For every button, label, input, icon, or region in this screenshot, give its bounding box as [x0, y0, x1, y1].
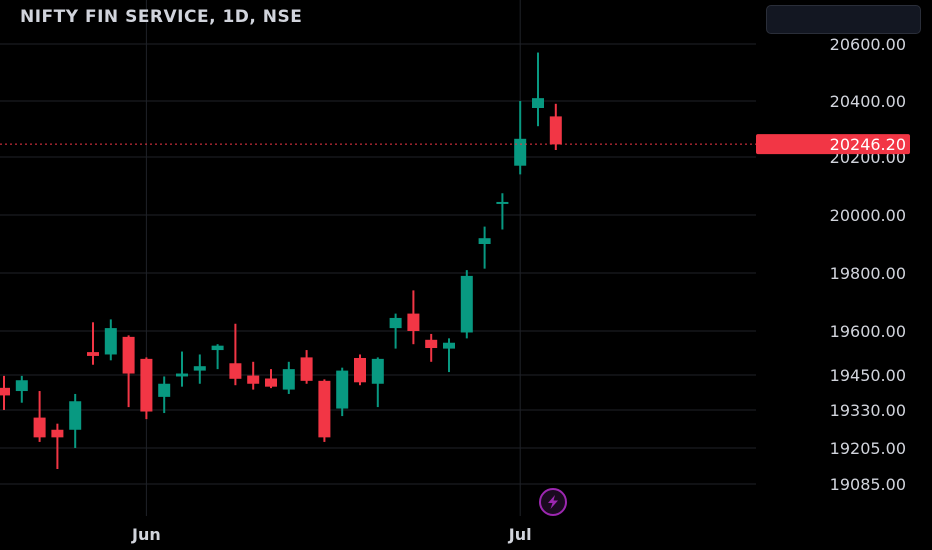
candle-down [354, 354, 366, 386]
candle-up [443, 338, 455, 373]
y-tick-label: 19085.00 [830, 475, 906, 494]
candle-up [371, 357, 384, 408]
candle-body [300, 357, 313, 381]
candle-up [104, 319, 117, 361]
candle-up [158, 376, 171, 414]
candle-body [229, 363, 242, 379]
candle-down [51, 423, 64, 469]
candle-body [336, 370, 349, 409]
y-tick-label: 19330.00 [830, 401, 906, 420]
candle-up [211, 344, 224, 370]
candle-up [15, 375, 28, 403]
candle-body [514, 138, 527, 166]
candle-up [496, 193, 509, 230]
candle-down [265, 369, 277, 389]
y-tick-label: 19450.00 [830, 366, 906, 385]
candle-down [318, 379, 331, 442]
candle-body [549, 116, 562, 145]
candle-body [0, 387, 10, 396]
candle-up [336, 367, 349, 417]
candle-body [15, 380, 28, 392]
candle-down [0, 375, 10, 410]
candle-down [425, 333, 438, 362]
candle-body [354, 357, 366, 383]
candle-down [247, 361, 260, 390]
candle-body [532, 98, 544, 108]
candle-down [140, 357, 153, 420]
candle-body [282, 369, 295, 390]
candle-body [460, 275, 473, 333]
y-tick-label: 20600.00 [830, 35, 906, 54]
candle-up [69, 393, 82, 448]
candle-body [496, 201, 509, 204]
y-tick-label: 19800.00 [830, 264, 906, 283]
y-tick-label: 19205.00 [830, 439, 906, 458]
candle-down [300, 350, 313, 384]
candle-body [371, 358, 384, 384]
candle-body [193, 366, 206, 371]
candle-body [211, 345, 224, 351]
candle-up [478, 226, 491, 269]
candle-body [443, 342, 455, 349]
candle-up [460, 270, 473, 339]
candles [0, 52, 562, 469]
candle-body [389, 317, 402, 329]
candle-body [407, 313, 420, 331]
candle-down [87, 322, 99, 365]
x-tick-label: Jun [131, 525, 161, 544]
candle-up [193, 354, 206, 384]
toolbar-box[interactable] [766, 5, 921, 34]
candle-body [425, 339, 438, 349]
candle-up [176, 351, 188, 387]
candle-body [140, 358, 153, 412]
candle-up [514, 101, 527, 175]
y-tick-label: 20400.00 [830, 92, 906, 111]
candle-body [87, 352, 99, 356]
x-tick-label: Jul [508, 525, 532, 544]
candle-body [122, 336, 135, 374]
candle-down [122, 335, 135, 408]
candle-down [33, 391, 46, 442]
last-price-label: 20246.20 [830, 135, 906, 154]
candle-body [176, 373, 188, 377]
flash-button[interactable] [539, 488, 567, 516]
candle-body [265, 378, 277, 387]
candle-body [158, 383, 171, 397]
y-axis[interactable]: 20600.0020400.0020200.0020000.0019800.00… [830, 35, 906, 494]
last-price-tag [756, 134, 910, 155]
x-axis[interactable]: Jun Jul [131, 525, 532, 544]
candle-body [69, 401, 82, 430]
candle-down [407, 290, 420, 345]
candle-down [549, 103, 562, 150]
candle-body [318, 380, 331, 438]
candle-body [104, 328, 117, 355]
last-price-marker: 20246.20 [0, 134, 910, 155]
candle-down [229, 323, 242, 386]
y-tick-label: 20000.00 [830, 206, 906, 225]
candle-body [33, 417, 46, 438]
grid [0, 0, 756, 516]
candle-body [51, 429, 64, 438]
y-tick-label: 19600.00 [830, 322, 906, 341]
candle-body [247, 375, 260, 384]
candle-body [478, 238, 491, 244]
chart-title: NIFTY FIN SERVICE, 1D, NSE [20, 7, 303, 27]
candle-up [389, 313, 402, 349]
lightning-icon [548, 495, 558, 509]
candle-up [532, 52, 544, 127]
candle-up [282, 361, 295, 394]
